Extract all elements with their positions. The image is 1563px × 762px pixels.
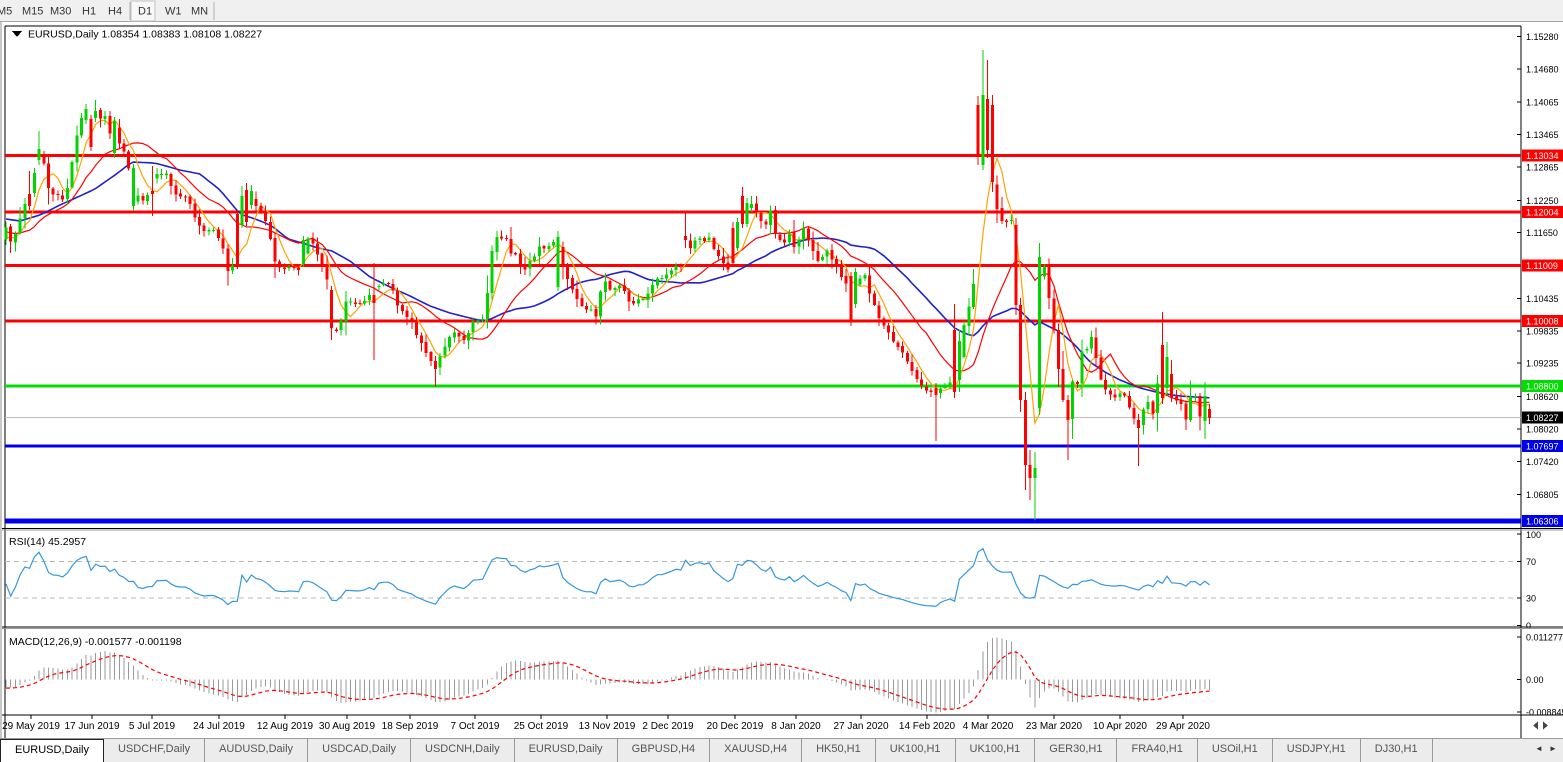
svg-text:-0.008845: -0.008845 [1526, 708, 1563, 718]
svg-text:M30: M30 [50, 6, 71, 18]
svg-text:1.11009: 1.11009 [1526, 261, 1558, 271]
svg-text:1.08620: 1.08620 [1526, 392, 1559, 402]
svg-text:1.14065: 1.14065 [1526, 98, 1559, 108]
svg-text:MACD(12,26,9) -0.001577 -0.001: MACD(12,26,9) -0.001577 -0.001198 [9, 636, 182, 648]
svg-text:D1: D1 [138, 6, 152, 18]
svg-text:70: 70 [1526, 557, 1536, 567]
svg-text:1.10008: 1.10008 [1526, 317, 1559, 327]
svg-text:EURUSD,Daily 1.08354 1.08383: EURUSD,Daily 1.08354 1.08383 1.08108 1.0… [28, 29, 262, 41]
svg-text:1.15280: 1.15280 [1526, 32, 1559, 42]
svg-text:H1: H1 [82, 6, 96, 18]
svg-text:0.011277: 0.011277 [1526, 633, 1563, 643]
svg-text:1.08227: 1.08227 [1526, 413, 1559, 423]
svg-text:5 Jul 2019: 5 Jul 2019 [129, 721, 176, 732]
svg-text:20 Dec 2019: 20 Dec 2019 [707, 721, 764, 732]
svg-text:1.13465: 1.13465 [1526, 130, 1559, 140]
svg-text:24 Jul 2019: 24 Jul 2019 [193, 721, 245, 732]
svg-text:M5: M5 [0, 6, 12, 18]
svg-text:4 Mar 2020: 4 Mar 2020 [963, 721, 1014, 732]
svg-text:23 Mar 2020: 23 Mar 2020 [1026, 721, 1083, 732]
svg-text:1.08020: 1.08020 [1526, 424, 1559, 434]
svg-text:18 Sep 2019: 18 Sep 2019 [382, 721, 439, 732]
svg-text:17 Jun 2019: 17 Jun 2019 [64, 721, 119, 732]
svg-text:MN: MN [191, 6, 208, 18]
svg-text:H4: H4 [108, 6, 122, 18]
svg-text:13 Nov 2019: 13 Nov 2019 [579, 721, 636, 732]
svg-text:25 Oct 2019: 25 Oct 2019 [514, 721, 569, 732]
svg-text:1.12865: 1.12865 [1526, 163, 1559, 173]
svg-text:27 Jan 2020: 27 Jan 2020 [833, 721, 888, 732]
svg-text:10 Apr 2020: 10 Apr 2020 [1093, 721, 1147, 732]
svg-text:1.13034: 1.13034 [1526, 151, 1559, 161]
svg-text:W1: W1 [165, 6, 182, 18]
svg-text:30 Aug 2019: 30 Aug 2019 [319, 721, 376, 732]
svg-text:12 Aug 2019: 12 Aug 2019 [257, 721, 314, 732]
svg-text:29 May 2019: 29 May 2019 [2, 721, 60, 732]
svg-text:1.10435: 1.10435 [1526, 294, 1559, 304]
svg-text:0.00: 0.00 [1526, 675, 1544, 685]
svg-text:1.06306: 1.06306 [1526, 517, 1559, 527]
svg-text:7 Oct 2019: 7 Oct 2019 [451, 721, 500, 732]
svg-text:100: 100 [1526, 530, 1541, 540]
svg-text:1.09235: 1.09235 [1526, 359, 1559, 369]
svg-text:8 Jan 2020: 8 Jan 2020 [771, 721, 821, 732]
svg-text:RSI(14) 45.2957: RSI(14) 45.2957 [9, 536, 86, 548]
svg-text:1.07697: 1.07697 [1526, 442, 1559, 452]
svg-text:29 Apr 2020: 29 Apr 2020 [1156, 721, 1210, 732]
svg-text:1.09835: 1.09835 [1526, 326, 1559, 336]
svg-text:1.07420: 1.07420 [1526, 457, 1559, 467]
svg-text:14 Feb 2020: 14 Feb 2020 [899, 721, 956, 732]
svg-text:1.14680: 1.14680 [1526, 65, 1559, 75]
svg-text:1.12004: 1.12004 [1526, 208, 1559, 218]
svg-text:M15: M15 [22, 6, 43, 18]
svg-text:1.08800: 1.08800 [1526, 382, 1559, 392]
svg-text:2 Dec 2019: 2 Dec 2019 [642, 721, 694, 732]
svg-text:1.12250: 1.12250 [1526, 196, 1559, 206]
svg-text:0: 0 [1526, 621, 1531, 631]
svg-text:30: 30 [1526, 594, 1536, 604]
svg-text:1.06805: 1.06805 [1526, 490, 1559, 500]
svg-text:1.11650: 1.11650 [1526, 228, 1558, 238]
